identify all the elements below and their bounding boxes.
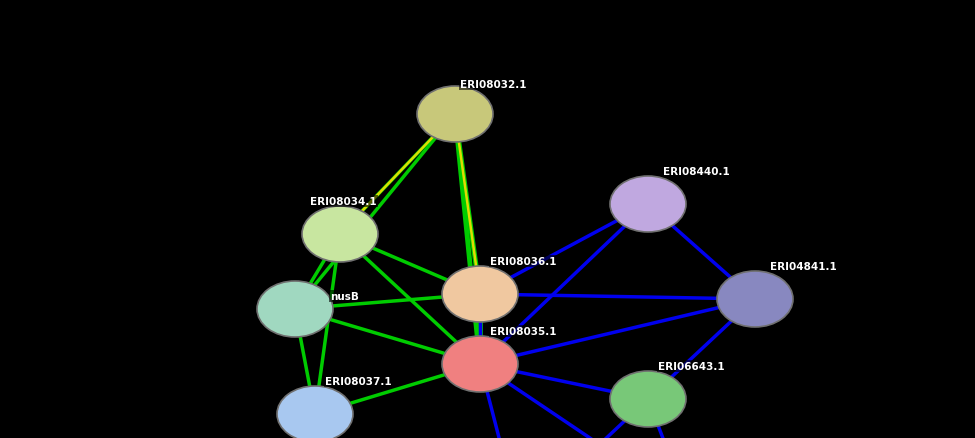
Ellipse shape <box>717 272 793 327</box>
Text: ERI08036.1: ERI08036.1 <box>490 256 557 266</box>
Ellipse shape <box>610 371 686 427</box>
Text: ERI08032.1: ERI08032.1 <box>460 80 526 90</box>
Text: ERI08035.1: ERI08035.1 <box>490 326 557 336</box>
Ellipse shape <box>277 386 353 438</box>
Text: nusB: nusB <box>330 291 359 301</box>
Text: ERI08440.1: ERI08440.1 <box>663 166 729 177</box>
Ellipse shape <box>302 207 378 262</box>
Ellipse shape <box>257 281 333 337</box>
Ellipse shape <box>417 87 493 143</box>
Ellipse shape <box>610 177 686 233</box>
Ellipse shape <box>442 266 518 322</box>
Text: ERI08034.1: ERI08034.1 <box>310 197 376 207</box>
Ellipse shape <box>442 336 518 392</box>
Text: ERI08037.1: ERI08037.1 <box>325 376 392 386</box>
Text: ERI06643.1: ERI06643.1 <box>658 361 724 371</box>
Text: ERI04841.1: ERI04841.1 <box>770 261 837 272</box>
